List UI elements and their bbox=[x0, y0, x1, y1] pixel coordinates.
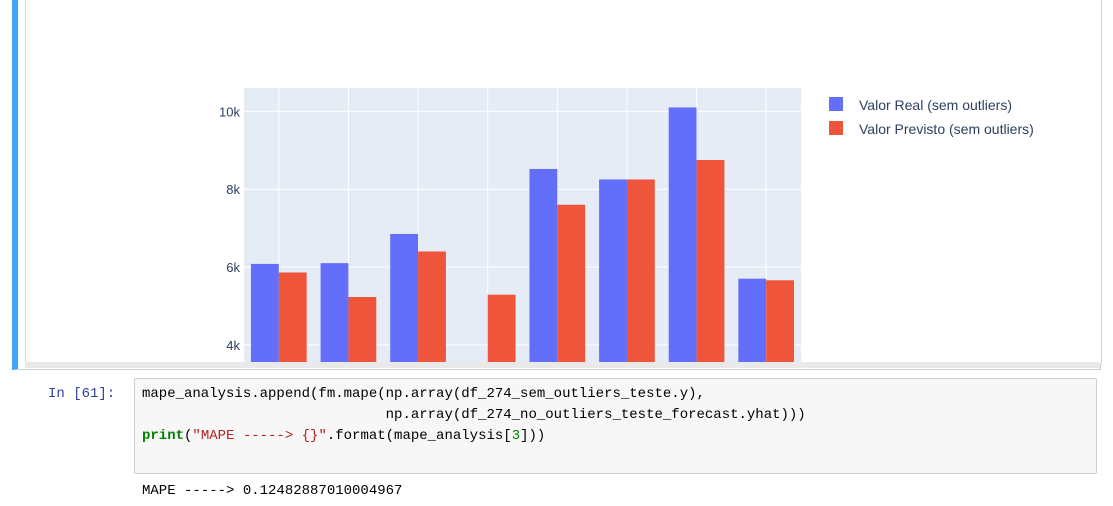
bar-previsto-2[interactable] bbox=[348, 297, 377, 362]
bar-real-7[interactable] bbox=[668, 107, 697, 362]
bar-previsto-4[interactable] bbox=[487, 294, 516, 362]
bar-previsto-6[interactable] bbox=[626, 179, 655, 362]
bar-real-1[interactable] bbox=[250, 263, 279, 362]
cell-prompt: In [61]: bbox=[48, 386, 116, 402]
bar-previsto-3[interactable] bbox=[418, 251, 446, 362]
bar-previsto-5[interactable] bbox=[557, 204, 586, 362]
output-scroll-area[interactable]: 4k 6k 8k 10k Valor Real (sem outliers) Valo… bbox=[25, 0, 1102, 365]
y-tick-label: 4k bbox=[226, 338, 240, 353]
legend-swatch-real[interactable] bbox=[829, 97, 843, 111]
code-line-3: print("MAPE -----> {}".format(mape_analy… bbox=[142, 428, 545, 444]
print-keyword: print bbox=[142, 428, 185, 444]
bar-previsto-7[interactable] bbox=[696, 160, 725, 362]
bar-real-6[interactable] bbox=[599, 179, 627, 362]
y-tick-label: 10k bbox=[219, 104, 240, 119]
legend-label-previsto[interactable]: Valor Previsto (sem outliers) bbox=[859, 121, 1034, 137]
horizontal-scrollbar[interactable] bbox=[25, 362, 1100, 368]
code-line-1: mape_analysis.append(fm.mape(np.array(df… bbox=[142, 386, 705, 402]
bar-real-5[interactable] bbox=[529, 168, 558, 362]
output-cell: 4k 6k 8k 10k Valor Real (sem outliers) Valo… bbox=[12, 0, 1102, 370]
code-paren: ( bbox=[184, 428, 193, 444]
legend-label-real[interactable]: Valor Real (sem outliers) bbox=[859, 97, 1012, 113]
bar-real-8[interactable] bbox=[738, 278, 767, 362]
y-tick-label: 6k bbox=[226, 260, 240, 275]
bar-previsto-8[interactable] bbox=[766, 280, 795, 362]
bar-previsto-1[interactable] bbox=[278, 272, 307, 362]
code-editor[interactable]: mape_analysis.append(fm.mape(np.array(df… bbox=[134, 378, 1097, 474]
bar-real-3[interactable] bbox=[390, 233, 419, 362]
y-tick-label: 8k bbox=[226, 182, 240, 197]
legend[interactable]: Valor Real (sem outliers) Valor Previsto… bbox=[829, 97, 1034, 137]
cell-output-text: MAPE -----> 0.12482887010004967 bbox=[142, 483, 403, 499]
legend-swatch-previsto[interactable] bbox=[829, 121, 843, 135]
code-number: 3 bbox=[511, 428, 521, 444]
code-format: .format(mape_analysis[ bbox=[326, 428, 512, 444]
bar-chart: 4k 6k 8k 10k Valor Real (sem outliers) Valo… bbox=[219, 88, 1034, 362]
code-string: "MAPE -----> {}" bbox=[192, 428, 327, 444]
code-end: ])) bbox=[520, 428, 546, 444]
y-axis-ticks: 4k 6k 8k 10k bbox=[219, 104, 240, 353]
bars bbox=[250, 107, 795, 362]
code-line-2: np.array(df_274_no_outliers_teste_foreca… bbox=[142, 407, 806, 423]
bar-real-2[interactable] bbox=[320, 263, 349, 362]
